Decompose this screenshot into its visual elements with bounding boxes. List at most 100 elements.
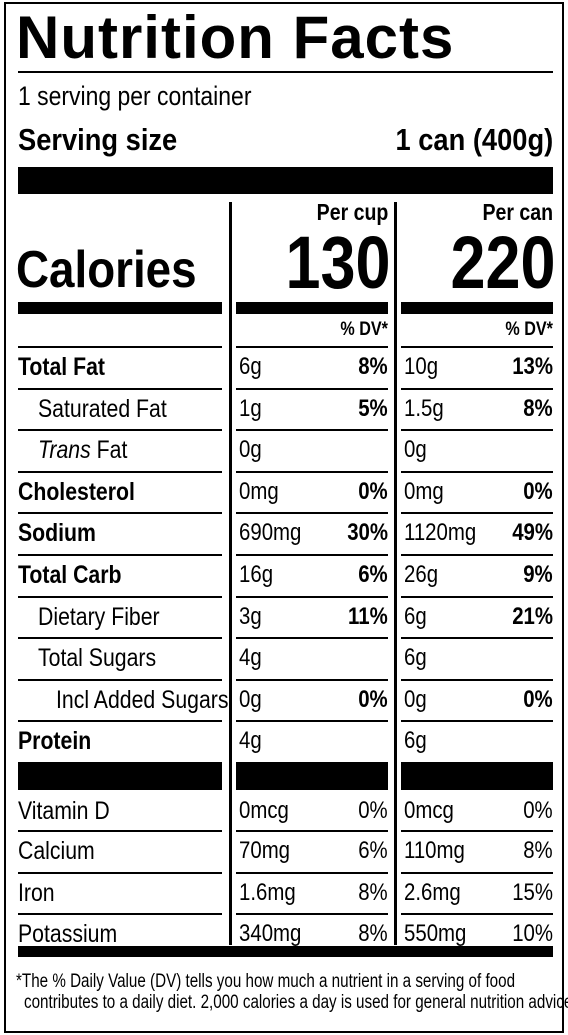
rule — [401, 762, 553, 790]
border — [4, 2, 564, 1033]
daily-value: 13% — [512, 353, 553, 380]
daily-value: 0% — [523, 797, 553, 824]
rule — [401, 346, 553, 348]
row-label: Incl Added Sugars — [56, 686, 229, 714]
rule — [236, 913, 388, 915]
rule — [18, 346, 222, 348]
rule — [401, 637, 553, 639]
row-label: Sodium — [18, 519, 96, 547]
rule — [236, 554, 388, 556]
rule — [18, 71, 553, 73]
daily-value: 0% — [523, 686, 553, 713]
row-label: Potassium — [18, 920, 118, 948]
amount: 550mg — [404, 920, 467, 947]
title: Nutrition Facts — [16, 4, 455, 71]
rule — [236, 346, 388, 348]
rule — [236, 471, 388, 473]
rule — [18, 762, 222, 790]
amount: 3g — [239, 603, 262, 630]
rule — [18, 302, 222, 314]
row-label: Iron — [18, 879, 55, 907]
amount: 340mg — [239, 920, 302, 947]
daily-value: 10% — [512, 920, 553, 947]
amount: 1.6mg — [239, 879, 296, 906]
rule — [401, 830, 553, 832]
rule — [236, 762, 388, 790]
amount: 1.5g — [404, 395, 444, 422]
rule — [236, 872, 388, 874]
amount: 4g — [239, 644, 262, 671]
rule — [401, 554, 553, 556]
rule — [236, 596, 388, 598]
row-label: Trans Fat — [38, 438, 127, 463]
amount: 26g — [404, 561, 439, 588]
divider — [229, 202, 232, 945]
amount: 6g — [404, 727, 427, 754]
amount: 1120mg — [404, 519, 477, 546]
bottom-rule — [18, 946, 553, 957]
serving-size: 1 can (400g) — [395, 122, 553, 157]
rule — [18, 913, 222, 915]
dv-header: % DV* — [505, 319, 553, 340]
rule — [401, 471, 553, 473]
amount: 0g — [239, 686, 262, 713]
daily-value: 21% — [512, 603, 553, 630]
rule — [401, 302, 553, 314]
amount: 0mcg — [239, 797, 289, 824]
rule — [401, 429, 553, 431]
daily-value: 49% — [512, 519, 553, 546]
divider — [394, 202, 397, 945]
amount: 0g — [404, 436, 427, 463]
daily-value: 8% — [523, 837, 553, 864]
amount: 0mg — [404, 478, 444, 505]
rule — [401, 596, 553, 598]
amount: 4g — [239, 727, 262, 754]
row-label: Protein — [18, 727, 92, 755]
row-label: Total Carb — [18, 561, 122, 589]
rule — [18, 471, 222, 473]
daily-value: 9% — [523, 561, 553, 588]
footnote: *The % Daily Value (DV) tells you how mu… — [16, 971, 516, 992]
servings: 1 serving per container — [18, 81, 252, 111]
rule — [18, 388, 222, 390]
daily-value: 6% — [358, 561, 388, 588]
label-part: Fat — [96, 436, 128, 464]
daily-value: 6% — [358, 837, 388, 864]
rule — [401, 679, 553, 681]
rule — [18, 637, 222, 639]
rule — [236, 429, 388, 431]
serving-size-label: Serving size — [18, 122, 178, 157]
rule — [401, 913, 553, 915]
amount: 0g — [239, 436, 262, 463]
amount: 1g — [239, 395, 262, 422]
amount: 0g — [404, 686, 427, 713]
rule — [236, 720, 388, 722]
amount: 690mg — [239, 519, 302, 546]
daily-value: 8% — [523, 395, 553, 422]
daily-value: 0% — [358, 478, 388, 505]
daily-value: 0% — [358, 686, 388, 713]
amount: 6g — [404, 603, 427, 630]
rule — [18, 679, 222, 681]
rule — [236, 512, 388, 514]
rule — [18, 596, 222, 598]
daily-value: 0% — [358, 797, 388, 824]
rule — [401, 388, 553, 390]
calories-label: Calories — [16, 241, 197, 299]
amount: 0mcg — [404, 797, 454, 824]
daily-value: 30% — [347, 519, 388, 546]
rule — [401, 512, 553, 514]
rule — [236, 302, 388, 314]
amount: 0mg — [239, 478, 279, 505]
rule — [18, 429, 222, 431]
daily-value: 15% — [512, 879, 553, 906]
calories-value: 130 — [285, 221, 390, 304]
label-part: Trans — [38, 436, 91, 464]
rule — [401, 720, 553, 722]
rule — [18, 512, 222, 514]
rule — [236, 830, 388, 832]
rule — [236, 679, 388, 681]
row-label: Saturated Fat — [38, 395, 167, 423]
daily-value: 5% — [358, 395, 388, 422]
